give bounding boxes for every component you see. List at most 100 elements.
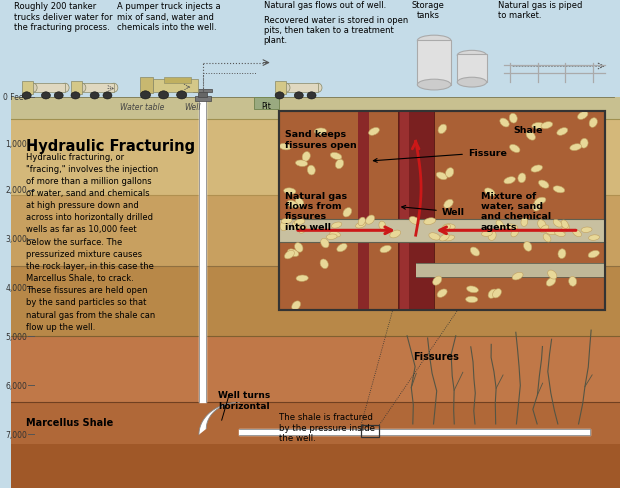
Ellipse shape	[553, 220, 562, 227]
Ellipse shape	[296, 275, 308, 282]
Ellipse shape	[433, 277, 442, 285]
Ellipse shape	[553, 186, 565, 193]
Circle shape	[140, 92, 151, 100]
Ellipse shape	[330, 232, 340, 238]
Ellipse shape	[417, 36, 451, 47]
Text: Fissures: Fissures	[413, 351, 459, 361]
Ellipse shape	[299, 226, 307, 234]
Ellipse shape	[356, 223, 366, 228]
Ellipse shape	[446, 168, 454, 178]
Ellipse shape	[288, 249, 299, 257]
Text: Storage
tanks: Storage tanks	[412, 1, 445, 20]
Circle shape	[22, 93, 31, 100]
Ellipse shape	[343, 208, 352, 218]
Ellipse shape	[534, 198, 546, 205]
Ellipse shape	[337, 244, 347, 252]
Text: Hydraulic Fracturing: Hydraulic Fracturing	[26, 139, 195, 154]
Ellipse shape	[308, 166, 316, 176]
Text: Well turns
horizontal: Well turns horizontal	[218, 390, 270, 410]
FancyBboxPatch shape	[22, 82, 33, 95]
Ellipse shape	[558, 249, 566, 259]
Ellipse shape	[335, 160, 343, 169]
Ellipse shape	[540, 225, 549, 233]
Ellipse shape	[482, 231, 492, 237]
Ellipse shape	[302, 152, 310, 162]
Ellipse shape	[539, 181, 549, 189]
Ellipse shape	[467, 286, 479, 293]
Ellipse shape	[369, 128, 379, 136]
Text: Natural gas flows out of well.: Natural gas flows out of well.	[264, 1, 386, 10]
Ellipse shape	[285, 251, 294, 259]
Ellipse shape	[429, 233, 440, 241]
Text: Sand keeps
fissures open: Sand keeps fissures open	[285, 130, 356, 149]
Ellipse shape	[458, 51, 487, 61]
Text: Natural gas is piped
to market.: Natural gas is piped to market.	[498, 1, 583, 20]
Text: Marcellus Shale: Marcellus Shale	[26, 417, 113, 427]
Ellipse shape	[326, 234, 337, 240]
Bar	[11, 0, 620, 98]
Text: Well: Well	[184, 102, 201, 111]
Text: Recovered water is stored in open
pits, then taken to a treatment
plant.: Recovered water is stored in open pits, …	[264, 16, 408, 45]
Ellipse shape	[332, 223, 342, 229]
Circle shape	[294, 93, 303, 100]
Ellipse shape	[578, 112, 588, 120]
Ellipse shape	[437, 289, 447, 298]
Ellipse shape	[78, 84, 86, 93]
Bar	[11, 444, 620, 488]
Ellipse shape	[441, 224, 450, 232]
Ellipse shape	[279, 144, 291, 151]
Ellipse shape	[561, 221, 569, 229]
Ellipse shape	[296, 161, 308, 167]
Ellipse shape	[485, 188, 495, 197]
Text: 6,000: 6,000	[5, 381, 27, 390]
Bar	[11, 98, 620, 120]
FancyBboxPatch shape	[140, 78, 153, 94]
Ellipse shape	[284, 188, 296, 195]
Bar	[11, 195, 620, 266]
Bar	[417, 41, 451, 85]
Ellipse shape	[358, 218, 365, 226]
Ellipse shape	[555, 231, 565, 237]
Text: A pumper truck injects a
mix of sand, water and
chemicals into the well.: A pumper truck injects a mix of sand, wa…	[117, 2, 221, 32]
Ellipse shape	[320, 260, 329, 269]
Text: Well: Well	[402, 206, 465, 217]
Ellipse shape	[409, 217, 420, 225]
Ellipse shape	[547, 270, 557, 280]
Circle shape	[307, 93, 316, 100]
Ellipse shape	[506, 224, 518, 231]
Bar	[398, 112, 433, 310]
FancyBboxPatch shape	[71, 82, 82, 95]
Ellipse shape	[509, 114, 517, 124]
Ellipse shape	[282, 84, 290, 93]
Ellipse shape	[573, 230, 582, 237]
Bar	[458, 55, 487, 83]
Circle shape	[54, 93, 63, 100]
Ellipse shape	[330, 153, 342, 160]
Text: The shale is fractured
by the pressure inside
the well.: The shale is fractured by the pressure i…	[279, 412, 374, 442]
Ellipse shape	[526, 132, 536, 141]
Bar	[33, 84, 65, 93]
Ellipse shape	[492, 289, 502, 298]
Ellipse shape	[424, 218, 436, 225]
Ellipse shape	[458, 78, 487, 88]
FancyBboxPatch shape	[153, 80, 198, 93]
Text: 4,000: 4,000	[5, 284, 27, 292]
Ellipse shape	[504, 177, 515, 184]
Text: 7,000: 7,000	[5, 430, 27, 439]
Ellipse shape	[580, 139, 588, 149]
Ellipse shape	[417, 80, 451, 91]
Bar	[11, 266, 620, 337]
Ellipse shape	[500, 119, 509, 128]
Polygon shape	[199, 403, 239, 435]
Ellipse shape	[380, 246, 391, 253]
Ellipse shape	[379, 222, 386, 230]
Ellipse shape	[546, 278, 556, 286]
Ellipse shape	[292, 301, 301, 310]
Bar	[164, 78, 191, 84]
Ellipse shape	[314, 129, 327, 135]
Ellipse shape	[588, 235, 600, 241]
Bar	[399, 112, 409, 310]
Text: Natural gas
flows from
fissures
into well: Natural gas flows from fissures into wel…	[285, 191, 347, 231]
Ellipse shape	[314, 84, 322, 93]
FancyBboxPatch shape	[275, 82, 286, 95]
